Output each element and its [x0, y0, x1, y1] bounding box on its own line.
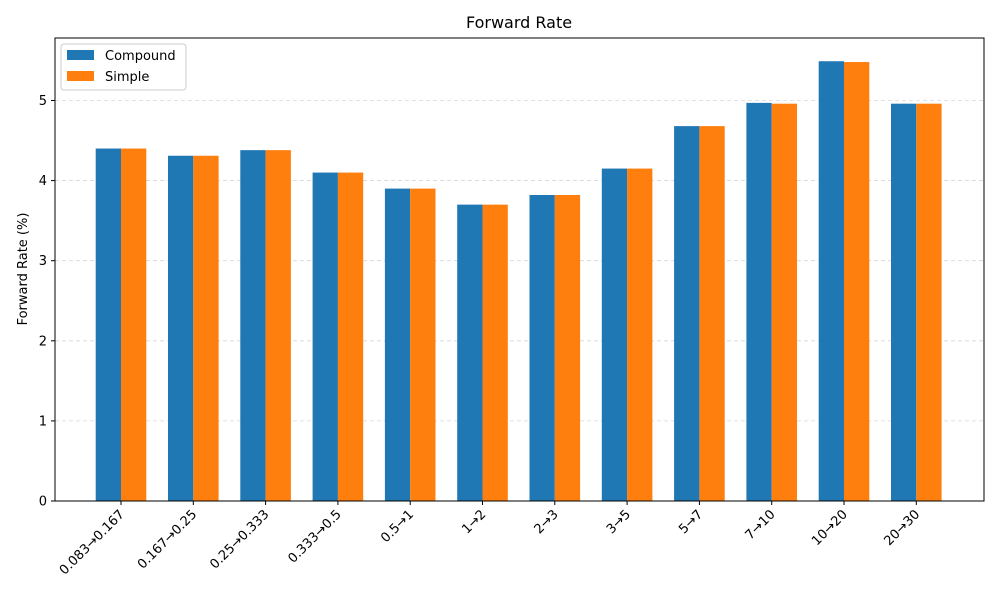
x-tick-label: 0.333→0.5: [285, 507, 344, 566]
bar-simple-1: [193, 155, 219, 501]
bar-compound-6: [529, 195, 555, 501]
x-tick-label: 2→3: [532, 507, 562, 537]
bar-simple-2: [265, 150, 291, 501]
bar-simple-8: [699, 126, 725, 501]
y-tick-label: 0: [39, 495, 47, 510]
bar-simple-5: [482, 204, 508, 502]
bar-compound-10: [818, 61, 844, 501]
legend-swatch-simple: [67, 71, 94, 81]
bar-simple-4: [410, 188, 436, 501]
y-tick-label: 4: [39, 174, 47, 189]
bar-simple-11: [916, 103, 942, 501]
y-tick-label: 5: [39, 94, 47, 109]
x-tick-label: 0.083→0.167: [57, 507, 128, 578]
x-tick-label: 0.167→0.25: [135, 507, 200, 572]
y-tick-label: 2: [39, 334, 47, 349]
y-tick-label: 3: [39, 254, 47, 269]
x-tick-label: 10→20: [809, 507, 851, 549]
bar-simple-0: [121, 148, 147, 501]
legend-label-simple: Simple: [105, 70, 149, 85]
bar-compound-11: [891, 103, 917, 501]
bar-compound-5: [457, 204, 483, 502]
x-tick-label: 5→7: [676, 507, 706, 537]
bar-simple-7: [627, 168, 653, 501]
plot-frame: [54, 37, 985, 502]
bar-simple-3: [337, 172, 364, 501]
x-tick-label: 3→5: [604, 507, 634, 537]
y-tick-label: 1: [39, 414, 47, 429]
x-tick-label: 20→30: [881, 507, 923, 549]
bars-group: [95, 61, 942, 502]
chart-title: Forward Rate: [466, 13, 572, 32]
x-tick-label: 0.5→1: [378, 507, 417, 546]
x-tick-label: 1→2: [459, 507, 489, 537]
bar-compound-0: [95, 148, 121, 501]
bar-compound-2: [240, 150, 266, 501]
axes: [51, 37, 985, 505]
y-axis-label: Forward Rate (%): [16, 213, 31, 326]
legend-label-compound: Compound: [105, 49, 176, 64]
bar-simple-9: [771, 103, 797, 501]
bar-compound-9: [746, 102, 772, 501]
x-tick-label: 0.25→0.333: [207, 507, 272, 572]
bar-compound-4: [384, 188, 411, 501]
bar-compound-8: [674, 126, 700, 501]
bar-simple-6: [554, 195, 581, 501]
legend: Compound Simple: [60, 43, 187, 91]
legend-swatch-compound: [67, 50, 94, 60]
bar-compound-1: [168, 155, 194, 501]
bar-compound-7: [601, 168, 628, 501]
x-tick-label: 7→10: [743, 507, 779, 543]
bar-compound-3: [312, 172, 338, 501]
bar-simple-10: [844, 62, 870, 502]
